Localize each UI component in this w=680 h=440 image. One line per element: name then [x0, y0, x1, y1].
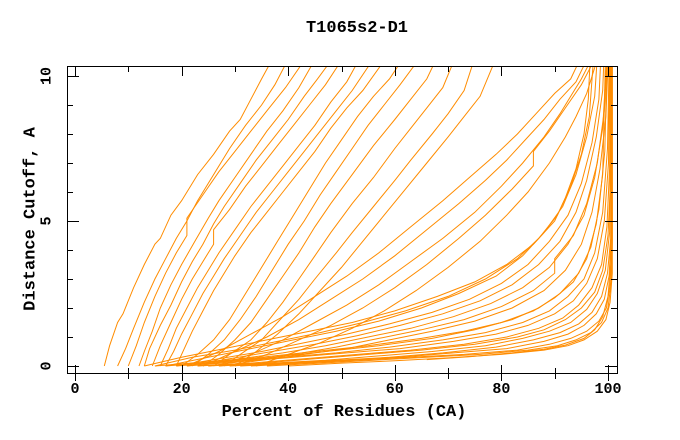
model-curve	[186, 66, 605, 367]
model-curve	[186, 66, 611, 367]
model-curve	[197, 66, 607, 367]
model-curve	[229, 66, 612, 367]
model-curve	[192, 66, 415, 367]
model-curve	[165, 66, 598, 367]
model-curve	[197, 66, 611, 367]
x-tick-label: 60	[385, 381, 404, 398]
model-curve	[165, 66, 608, 367]
x-tick-label: 20	[172, 381, 191, 398]
model-curve	[218, 66, 612, 367]
model-curve	[186, 66, 578, 367]
y-tick-label: 10	[38, 66, 56, 86]
model-curve	[103, 66, 270, 367]
model-curve	[208, 66, 612, 367]
model-curve	[426, 66, 613, 361]
model-curve	[138, 66, 312, 367]
y-tick-label: 0	[38, 361, 56, 371]
model-curve	[250, 66, 613, 367]
model-curve	[181, 66, 399, 367]
x-tick-label: 40	[279, 381, 298, 398]
model-curve	[175, 66, 381, 367]
model-curve	[143, 66, 328, 367]
x-axis-label: Percent of Residues (CA)	[221, 403, 467, 422]
model-curve	[165, 66, 370, 367]
model-curve	[240, 66, 613, 367]
model-curve	[176, 66, 610, 367]
x-tick-label: 80	[492, 381, 511, 398]
model-curve	[176, 66, 601, 367]
model-curve	[151, 66, 339, 367]
model-curve	[218, 66, 589, 367]
model-curve	[159, 66, 357, 367]
x-tick-label: 0	[70, 381, 80, 398]
axes-frame	[67, 66, 618, 381]
model-curve	[202, 66, 434, 367]
model-curve	[202, 66, 585, 367]
model-curve	[234, 66, 494, 367]
model-curve	[218, 66, 609, 367]
model-curve	[144, 66, 591, 367]
model-curve	[213, 66, 453, 367]
model-curve	[127, 66, 302, 367]
model-curve	[208, 66, 608, 367]
model-curve	[234, 66, 592, 367]
plot-title: T1065s2-D1	[305, 19, 409, 38]
model-curve	[117, 66, 286, 367]
model-curve	[266, 66, 613, 367]
model-curve	[288, 66, 613, 367]
y-tick-label: 5	[38, 216, 56, 226]
model-curves	[103, 66, 613, 367]
model-curve	[154, 66, 594, 367]
model-curve	[256, 66, 596, 367]
x-tick-label: 100	[594, 381, 622, 398]
model-curve	[223, 66, 473, 367]
